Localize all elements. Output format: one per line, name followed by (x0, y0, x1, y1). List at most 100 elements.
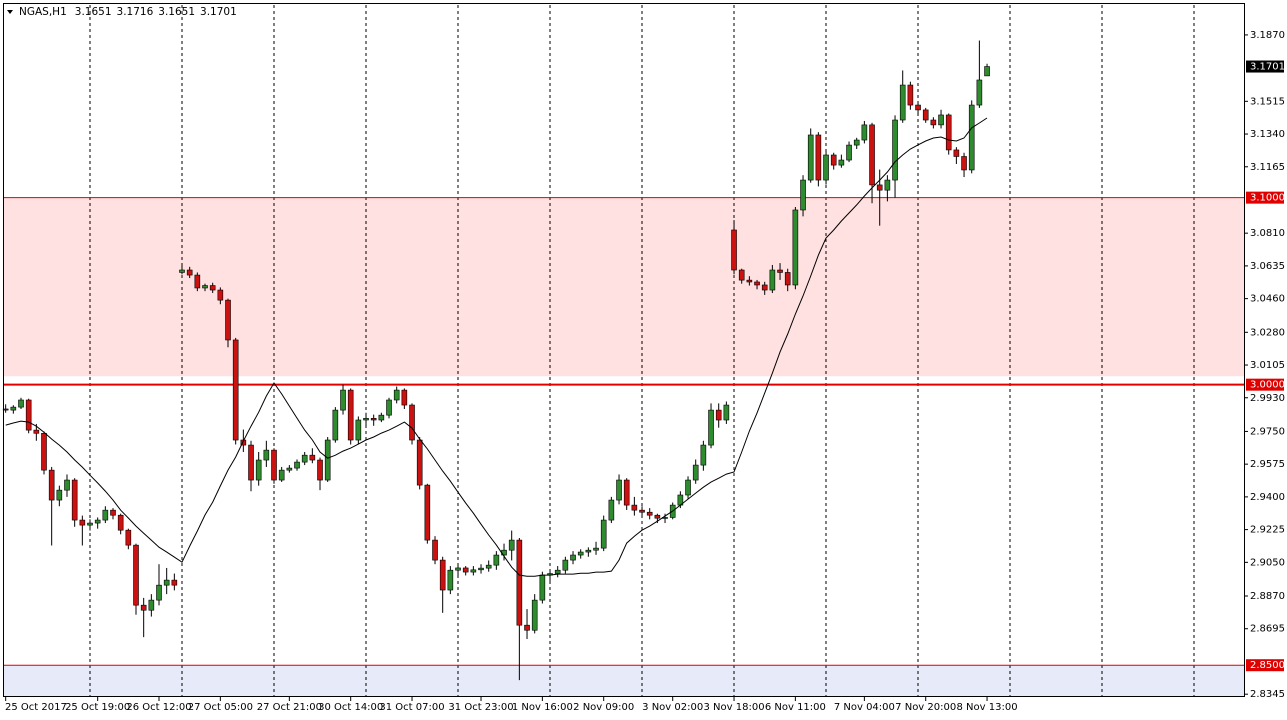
candle-body (539, 574, 546, 601)
candle-body (432, 539, 438, 561)
x-tick-label: 3 Nov 18:00 (704, 702, 765, 713)
candle-body (815, 134, 822, 181)
x-tick-label: 1 Nov 16:00 (512, 702, 573, 713)
y-tick-label: 2.9400 (1250, 492, 1285, 503)
candle-body (416, 439, 423, 486)
candle-body (577, 551, 584, 556)
candle-body (386, 399, 392, 416)
candle-body (41, 432, 47, 471)
x-tick-label: 7 Nov 20:00 (895, 702, 956, 713)
candle-body (102, 509, 109, 521)
candle-body (48, 469, 55, 501)
candle-body (25, 399, 32, 431)
candle-body (393, 389, 400, 401)
candle-body (117, 514, 124, 531)
candle-body (516, 539, 523, 626)
candle-body (271, 449, 277, 481)
level-label: 3.1000 (1250, 193, 1285, 204)
y-tick-label: 3.0635 (1250, 261, 1285, 272)
candle-body (347, 389, 354, 441)
candle-body (930, 119, 937, 126)
candle-body (378, 414, 385, 421)
candle-body (769, 269, 776, 291)
x-tick-label: 8 Nov 13:00 (957, 702, 1018, 713)
candle-body (524, 624, 530, 631)
close-value: 3.1701 (200, 6, 237, 18)
high-value: 3.1716 (117, 6, 154, 18)
candle-body (202, 285, 208, 289)
candle-body (232, 339, 239, 441)
y-tick-label: 3.0460 (1250, 294, 1285, 305)
candle-body (884, 179, 891, 191)
candle-body (140, 604, 147, 611)
candle-body (777, 269, 783, 273)
candle-body (922, 109, 929, 121)
level-label-box (1246, 659, 1284, 672)
low-value: 3.1651 (158, 6, 195, 18)
level-label: 3.0000 (1250, 380, 1285, 391)
x-tick-label: 27 Oct 05:00 (188, 702, 253, 713)
candle-body (907, 84, 914, 106)
candle-body (87, 522, 93, 526)
x-tick-label: 26 Oct 12:00 (126, 702, 191, 713)
candle-body (968, 104, 975, 171)
candle-body (33, 429, 40, 434)
candle-body (194, 274, 201, 289)
candle-body (286, 467, 293, 471)
candle-body (148, 599, 155, 611)
candle-body (654, 514, 661, 519)
candle-body (616, 479, 622, 501)
candle-body (761, 284, 768, 291)
last-price-box (1246, 60, 1284, 73)
candle-body (493, 554, 500, 566)
y-tick-label: 3.0810 (1250, 228, 1285, 239)
y-tick-label: 3.1515 (1250, 96, 1285, 107)
levels (4, 197, 1244, 666)
moving-average (5, 117, 988, 577)
candle-body (94, 519, 101, 524)
candle-body (263, 449, 270, 461)
x-tick-label: 3 Nov 02:00 (642, 702, 703, 713)
candle-body (470, 569, 477, 573)
candle-body (554, 569, 561, 574)
candle-body (953, 149, 960, 157)
x-tick-label: 6 Nov 11:00 (765, 702, 826, 713)
candle-body (424, 484, 431, 541)
candle-body (570, 554, 576, 561)
dropdown-icon (7, 10, 13, 14)
candle-body (156, 584, 162, 601)
candle-body (961, 156, 967, 171)
candle-body (324, 439, 331, 481)
candle-body (754, 281, 760, 286)
candle-body (485, 564, 492, 569)
candle-body (447, 569, 454, 591)
candle-body (838, 159, 845, 166)
candle-body (585, 549, 592, 553)
candle-body (830, 154, 837, 166)
level-label: 2.8500 (1250, 660, 1285, 671)
y-tick-label: 2.8345 (1250, 689, 1285, 700)
grid (89, 5, 1195, 697)
candle-body (685, 479, 691, 496)
candle-body (593, 547, 599, 551)
candle-body (792, 209, 799, 286)
y-tick-label: 3.0280 (1250, 327, 1285, 338)
candle-body (18, 399, 24, 408)
candle-body (731, 229, 737, 271)
candle-body (332, 409, 339, 441)
x-tick-label: 7 Nov 04:00 (834, 702, 895, 713)
y-tick-label: 2.9930 (1250, 393, 1285, 404)
candle-body (700, 444, 707, 466)
candle-body (846, 144, 852, 161)
candle-body (984, 66, 990, 77)
candle-body (171, 579, 178, 586)
candle-body (823, 154, 829, 181)
candle-body (217, 289, 224, 301)
candle-body (853, 139, 860, 146)
y-tick-label: 2.8695 (1250, 624, 1285, 635)
candle-body (738, 269, 745, 281)
candle-body (976, 79, 983, 106)
candle-body (892, 119, 898, 181)
